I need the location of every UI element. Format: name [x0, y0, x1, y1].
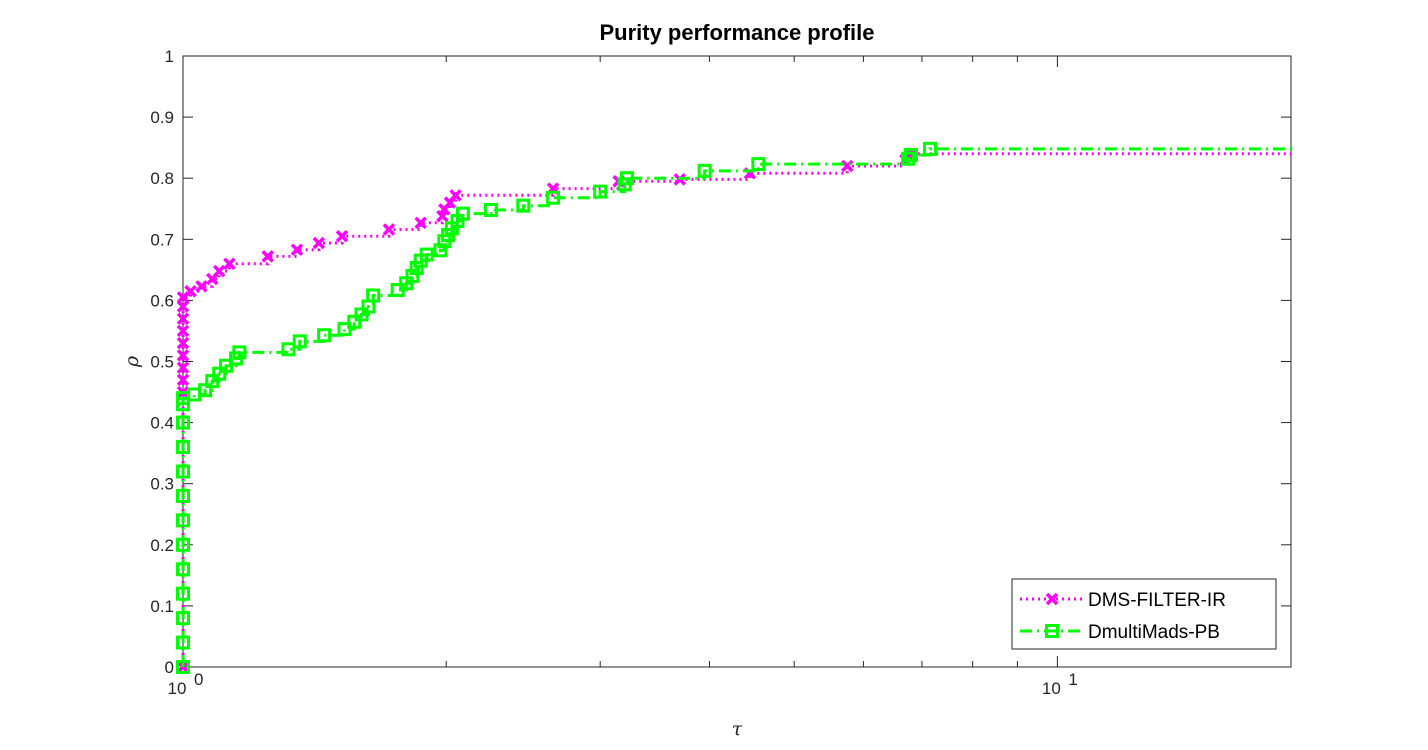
data-point — [176, 440, 190, 455]
data-point — [223, 257, 236, 270]
data-point — [483, 202, 498, 217]
data-point — [449, 189, 462, 202]
data-point — [176, 513, 190, 528]
data-point — [232, 345, 247, 360]
data-point — [516, 198, 531, 213]
y-axis-label: ρ — [121, 355, 143, 368]
x-axis-label: τ — [732, 718, 743, 740]
y-tick-label: 0.3 — [150, 475, 174, 494]
data-point — [292, 334, 307, 349]
legend-entry: DmultiMads-PB — [1020, 622, 1220, 643]
y-tick-label: 0.9 — [150, 108, 174, 127]
data-point — [901, 151, 916, 166]
data-point — [697, 163, 712, 178]
y-tick-label: 0.1 — [150, 597, 174, 616]
data-point — [176, 660, 190, 674]
data-point — [347, 314, 362, 329]
data-point — [281, 342, 296, 357]
data-point — [414, 216, 427, 230]
data-point — [176, 464, 190, 479]
data-point — [546, 190, 561, 205]
data-point — [337, 322, 352, 337]
data-point — [184, 284, 197, 298]
x-tick-label: 10 — [168, 679, 187, 698]
series-1 — [176, 141, 1291, 674]
data-point — [317, 328, 332, 343]
data-point — [335, 230, 349, 243]
data-point — [176, 562, 190, 577]
legend-entry: DMS-FILTER-IR — [1020, 590, 1226, 611]
data-point — [620, 171, 635, 186]
data-point — [841, 159, 854, 173]
x-tick-label-exponent: 1 — [1068, 670, 1077, 689]
chart-title: Purity performance profile — [599, 20, 875, 45]
y-tick-label: 0.7 — [150, 230, 174, 249]
data-point — [593, 184, 608, 199]
data-point — [455, 206, 470, 221]
data-point — [176, 415, 190, 430]
y-tick-label: 0.8 — [150, 169, 174, 188]
legend-marker — [1045, 592, 1059, 606]
data-point — [922, 141, 937, 156]
data-point — [176, 324, 190, 338]
x-tick-label-exponent: 0 — [194, 670, 203, 689]
legend-label: DmultiMads-PB — [1088, 622, 1220, 643]
x-tick-label: 10 — [1042, 679, 1061, 698]
data-point — [382, 223, 396, 236]
y-tick-label: 0.5 — [150, 353, 174, 372]
data-point — [354, 307, 369, 322]
data-point — [176, 361, 190, 374]
data-point — [366, 288, 381, 303]
y-tick-label: 0.6 — [150, 291, 174, 310]
data-point — [176, 635, 190, 650]
data-point — [312, 236, 326, 250]
legend: DMS-FILTER-IR DmultiMads-PB — [1011, 578, 1277, 650]
data-point — [433, 243, 448, 258]
data-point — [261, 250, 274, 263]
data-point — [212, 264, 226, 278]
data-point — [903, 147, 918, 162]
data-point — [195, 280, 208, 293]
y-tick-label: 0.2 — [150, 536, 174, 555]
legend-marker — [1045, 624, 1059, 638]
data-point — [176, 373, 190, 387]
data-point — [198, 383, 213, 398]
data-point — [419, 247, 434, 262]
data-point — [176, 336, 190, 350]
data-point — [176, 611, 190, 626]
data-point — [219, 358, 234, 373]
y-tick-label: 0.4 — [150, 414, 174, 433]
data-point — [176, 312, 190, 325]
data-point — [176, 586, 190, 601]
data-point — [176, 300, 190, 313]
y-tick-label: 0 — [165, 658, 174, 677]
data-point — [290, 243, 304, 256]
y-tick-label: 1 — [165, 47, 174, 66]
data-point — [176, 488, 190, 503]
plot-area — [182, 55, 1292, 668]
data-point — [176, 537, 190, 552]
data-point — [751, 157, 766, 172]
legend-label: DMS-FILTER-IR — [1088, 590, 1226, 611]
data-point — [176, 349, 190, 362]
